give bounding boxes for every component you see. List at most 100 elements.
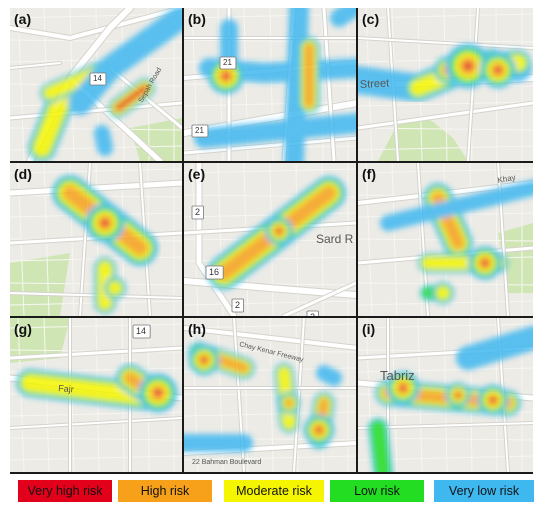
risk-heat-layer: [358, 43, 532, 102]
map-label: 2: [231, 298, 244, 313]
risk-hotspot: [276, 228, 282, 234]
road: [196, 163, 237, 316]
risk-hotspot: [315, 426, 323, 434]
road: [10, 8, 182, 41]
park-area: [130, 118, 182, 161]
risk-hotspot: [399, 384, 407, 392]
map-canvas: 14 Fajr: [10, 318, 182, 472]
risk-band: [115, 85, 148, 111]
map-label: 21: [191, 124, 209, 138]
map-label-text: 2: [235, 300, 240, 310]
risk-hotspot: [154, 389, 162, 397]
minor-street: [17, 318, 25, 472]
risk-hotspot: [436, 286, 450, 300]
minor-street: [184, 300, 356, 306]
map-panel-h: Chay Kenar Freeway 22 Bahman Boulevard (h): [184, 318, 356, 472]
map-label: Sard R: [316, 232, 354, 246]
map-label: 2: [191, 205, 204, 220]
map-canvas: [10, 163, 182, 316]
risk-band: [94, 125, 113, 156]
minor-street: [358, 101, 533, 107]
park-area: [10, 318, 70, 363]
map-label-text: Street: [360, 77, 390, 91]
minor-street: [10, 437, 182, 441]
panel-label: (d): [14, 166, 32, 182]
map-label: 21: [219, 56, 237, 70]
map-canvas: Street: [358, 8, 533, 161]
panel-label: (h): [188, 321, 206, 337]
map-label: Street: [360, 77, 390, 91]
road: [10, 417, 182, 429]
map-panel-d: (d): [10, 163, 182, 316]
panel-label: (f): [362, 166, 376, 182]
risk-hotspot: [284, 398, 294, 408]
risk-hotspot: [222, 72, 230, 80]
risk-band: [369, 419, 392, 472]
legend-moderate-risk: Moderate risk: [224, 480, 324, 502]
map-panel-a: 14 Sepah Road (a): [10, 8, 182, 161]
road: [293, 318, 305, 472]
risk-heat-layer: [52, 175, 158, 314]
legend-high-risk: High risk: [118, 480, 212, 502]
map-panel-c: Street (c): [358, 8, 533, 161]
panel-label: (a): [14, 11, 32, 27]
map-label: 14: [132, 324, 151, 339]
risk-band: [68, 8, 182, 115]
map-label-text: Fajr: [58, 383, 74, 394]
road: [282, 281, 356, 316]
map-label-text: 14: [93, 74, 102, 83]
map-panel-b: 21 21 (b): [184, 8, 356, 161]
panel-label: (e): [188, 166, 206, 182]
risk-band: [316, 365, 342, 386]
road: [184, 136, 356, 155]
panel-label: (b): [188, 11, 206, 27]
minor-street: [10, 411, 182, 417]
risk-hotspot: [101, 219, 109, 227]
risk-band: [330, 8, 356, 27]
road: [10, 62, 61, 69]
panel-label: (c): [362, 11, 380, 27]
risk-hotspot: [489, 396, 497, 404]
risk-band: [194, 113, 356, 148]
road: [10, 180, 182, 196]
map-label-text: 21: [195, 126, 204, 135]
map-panel-grid: 14 Sepah Road (a) 21 21 (b) Street (c) (d) 2 Sard …: [10, 8, 533, 474]
minor-street: [358, 145, 533, 151]
map-canvas: 21 21: [184, 8, 356, 161]
risk-legend: Very high risk High risk Moderate risk L…: [0, 480, 550, 510]
road: [10, 346, 182, 360]
map-canvas: Khay: [358, 163, 533, 316]
map-canvas: 2 Sard R 16 2 2: [184, 163, 356, 316]
map-label-text: 14: [136, 326, 146, 336]
risk-heat-layer: [194, 8, 356, 161]
map-label-text: Tabriz: [380, 368, 415, 383]
risk-heat-layer: [184, 342, 342, 452]
map-label: 16: [205, 265, 224, 280]
minor-street: [10, 455, 182, 461]
map-label-text: 16: [209, 267, 219, 277]
map-label: Fajr: [58, 383, 74, 394]
map-label-text: 2: [195, 207, 200, 217]
risk-heat-layer: [207, 176, 346, 290]
risk-heat-layer: [16, 364, 178, 413]
road: [184, 326, 356, 350]
map-panel-f: Khay (f): [358, 163, 533, 316]
map-label: 2: [306, 310, 319, 316]
map-label-text: Sard R: [316, 232, 354, 246]
minor-street: [358, 127, 533, 131]
risk-hotspot: [200, 356, 208, 364]
map-panel-g: 14 Fajr (g): [10, 318, 182, 472]
map-label-text: 2: [310, 312, 315, 316]
panel-label: (g): [14, 321, 32, 337]
panel-label: (i): [362, 321, 376, 337]
minor-street: [10, 57, 182, 63]
risk-band: [380, 180, 533, 231]
risk-hotspot: [494, 66, 502, 74]
risk-hotspot: [481, 259, 489, 267]
legend-very-low-risk: Very low risk: [434, 480, 534, 502]
map-label-text: 22 Bahman Boulevard: [192, 459, 261, 466]
risk-heat-layer: [380, 180, 533, 305]
minor-street: [358, 168, 533, 174]
map-canvas: 14 Sepah Road: [10, 8, 182, 161]
